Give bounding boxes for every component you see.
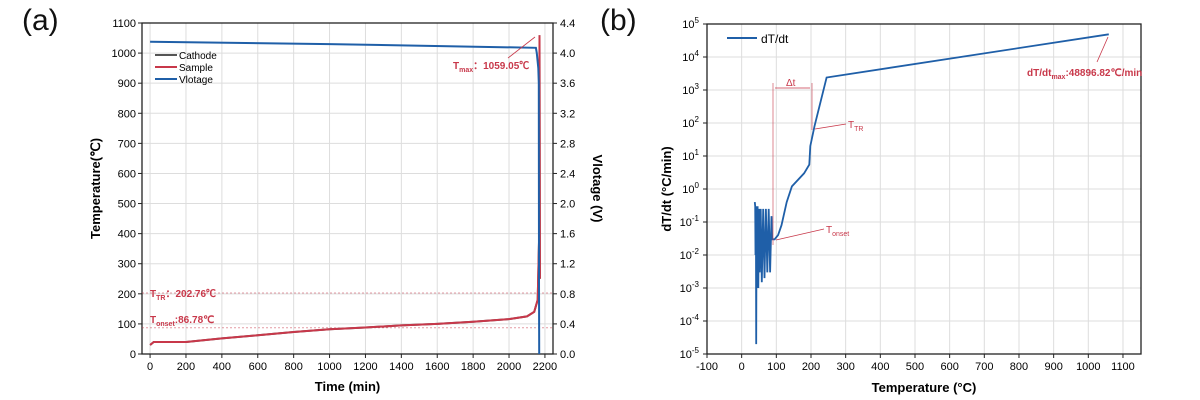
chart-a: 0 200 400 600 800 1000 1200 1400 1600 1800 2000 220… xyxy=(88,18,605,394)
legend-label: Cathode xyxy=(179,51,217,62)
x-tick-label: 1000 xyxy=(1076,361,1100,373)
chart-b: -100 0 100 200 300 400 500 600 700 800 900 1000 1100… xyxy=(659,16,1142,395)
legend-label: Vlotage xyxy=(179,75,213,86)
tonset-label: Tonset xyxy=(826,225,849,238)
y-tick-label: 300 xyxy=(118,259,136,271)
y-tick-label: 10-2 xyxy=(680,247,700,262)
series-sample xyxy=(149,35,541,346)
y-tick-label: 900 xyxy=(118,78,136,90)
y-tick-label: 600 xyxy=(118,168,136,180)
y-tick-label: 100 xyxy=(118,319,136,331)
series-vlotage xyxy=(150,40,541,355)
x-tick-label: 1200 xyxy=(353,361,377,373)
y2-tick-label: 0.4 xyxy=(560,319,575,331)
x-tick-label: 0 xyxy=(739,361,745,373)
y-tick-label: 700 xyxy=(118,138,136,150)
y-axis-title: Temperature(℃) xyxy=(88,138,103,239)
tmax-annotation: Tmax：1059.05℃ xyxy=(453,60,529,74)
plot-frame xyxy=(141,22,554,355)
x-tick-label: 200 xyxy=(177,361,195,373)
ttr-annotation: TTR：202.76℃ xyxy=(150,288,216,302)
y-tick-label: 10-1 xyxy=(680,214,700,229)
y-tick-label: 1000 xyxy=(112,48,136,60)
x-tick-label: 1400 xyxy=(389,361,413,373)
x-tick-label: 700 xyxy=(975,361,993,373)
panel-label-a: (a) xyxy=(22,4,59,37)
x-tick-label: 600 xyxy=(940,361,958,373)
y-tick-label: 101 xyxy=(682,148,699,163)
y-tick-label: 0 xyxy=(130,349,136,361)
x-tick-label: 2200 xyxy=(533,361,557,373)
y2-tick-label: 3.2 xyxy=(560,108,575,120)
x-axis-title: Temperature (°C) xyxy=(872,380,977,395)
y2-tick-label: 1.2 xyxy=(560,259,575,271)
y2-tick-label: 2.8 xyxy=(560,138,575,150)
y2-tick-label: 0.0 xyxy=(560,349,575,361)
x-tick-label: 600 xyxy=(249,361,267,373)
max-annotation: dT/dtmax:48896.82℃/min xyxy=(1027,68,1142,81)
y-tick-label: 800 xyxy=(118,108,136,120)
y2-tick-label: 4.0 xyxy=(560,48,575,60)
plot-frame xyxy=(706,23,1142,355)
y2-tick-label: 4.4 xyxy=(560,18,575,30)
y2-tick-label: 2.4 xyxy=(560,168,575,180)
y-tick-label: 10-3 xyxy=(680,280,700,295)
y2-tick-label: 1.6 xyxy=(560,229,575,241)
ttr-arrow xyxy=(814,123,847,130)
y-tick-label: 1100 xyxy=(112,18,136,30)
y-tick-label: 10-4 xyxy=(680,313,700,328)
tonset-arrow xyxy=(775,228,825,241)
x-tick-label: 900 xyxy=(1044,361,1062,373)
y-tick-label: 104 xyxy=(682,49,699,64)
x-tick-label: 200 xyxy=(802,361,820,373)
x-tick-label: 400 xyxy=(871,361,889,373)
legend-label: Sample xyxy=(179,63,213,74)
x-tick-label: 1100 xyxy=(1111,361,1135,373)
y2-tick-label: 0.8 xyxy=(560,289,575,301)
x-tick-label: 800 xyxy=(284,361,302,373)
panel-label-b: (b) xyxy=(600,4,637,37)
x-tick-label: -100 xyxy=(696,361,718,373)
x-axis-title: Time (min) xyxy=(315,379,381,394)
x-tick-label: 1600 xyxy=(425,361,449,373)
legend-label: dT/dt xyxy=(761,32,789,46)
x-tick-label: 0 xyxy=(147,361,153,373)
ttr-label: TTR xyxy=(848,120,863,133)
delta-label: Δt xyxy=(786,78,796,89)
x-tick-label: 2000 xyxy=(497,361,521,373)
tmax-arrow xyxy=(507,36,536,59)
y-tick-label: 10-5 xyxy=(680,346,700,361)
x-tick-label: 800 xyxy=(1010,361,1028,373)
tonset-annotation: Tonset:86.78℃ xyxy=(150,315,214,328)
y-tick-label: 100 xyxy=(682,181,699,196)
x-tick-label: 100 xyxy=(767,361,785,373)
y-tick-label: 105 xyxy=(682,16,699,31)
y2-tick-label: 3.6 xyxy=(560,78,575,90)
x-tick-label: 1000 xyxy=(317,361,341,373)
y-tick-label: 103 xyxy=(682,82,699,97)
x-tick-label: 1800 xyxy=(461,361,485,373)
y-tick-label: 200 xyxy=(118,289,136,301)
y-tick-label: 500 xyxy=(118,199,136,211)
x-tick-label: 400 xyxy=(213,361,231,373)
max-arrow xyxy=(1096,36,1109,63)
y-tick-label: 400 xyxy=(118,229,136,241)
y2-axis-title: Vlotage (V) xyxy=(590,155,605,223)
x-tick-label: 500 xyxy=(906,361,924,373)
y-tick-label: 102 xyxy=(682,115,699,130)
y-axis-title: dT/dt (°C/min) xyxy=(659,146,674,231)
y2-tick-label: 2.0 xyxy=(560,199,575,211)
series-dtdt xyxy=(753,33,1109,345)
x-tick-label: 300 xyxy=(836,361,854,373)
